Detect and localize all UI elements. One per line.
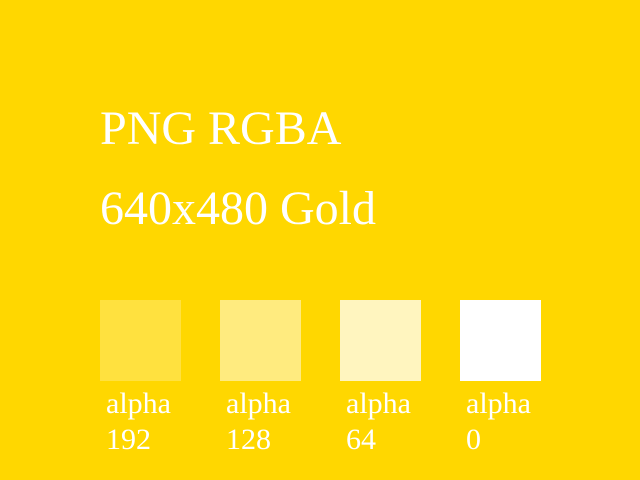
swatch-label-alpha-64: alpha 64: [346, 386, 446, 458]
swatch-label-text: alpha: [346, 387, 411, 420]
swatch-label-value: 128: [226, 423, 271, 456]
swatch-label-alpha-128: alpha 128: [226, 386, 326, 458]
swatch-alpha-128: [220, 300, 301, 381]
swatch-label-text: alpha: [226, 387, 291, 420]
title-line-1: PNG RGBA: [100, 102, 342, 155]
swatch-label-value: 192: [106, 423, 151, 456]
swatch-alpha-0: [460, 300, 541, 381]
swatch-label-value: 64: [346, 423, 376, 456]
swatch-label-alpha-0: alpha 0: [466, 386, 566, 458]
swatch-label-text: alpha: [106, 387, 171, 420]
swatch-label-text: alpha: [466, 387, 531, 420]
swatch-alpha-64: [340, 300, 421, 381]
swatch-label-alpha-192: alpha 192: [106, 386, 206, 458]
swatch-alpha-192: [100, 300, 181, 381]
title-line-2: 640x480 Gold: [100, 182, 376, 235]
swatch-label-value: 0: [466, 423, 481, 456]
